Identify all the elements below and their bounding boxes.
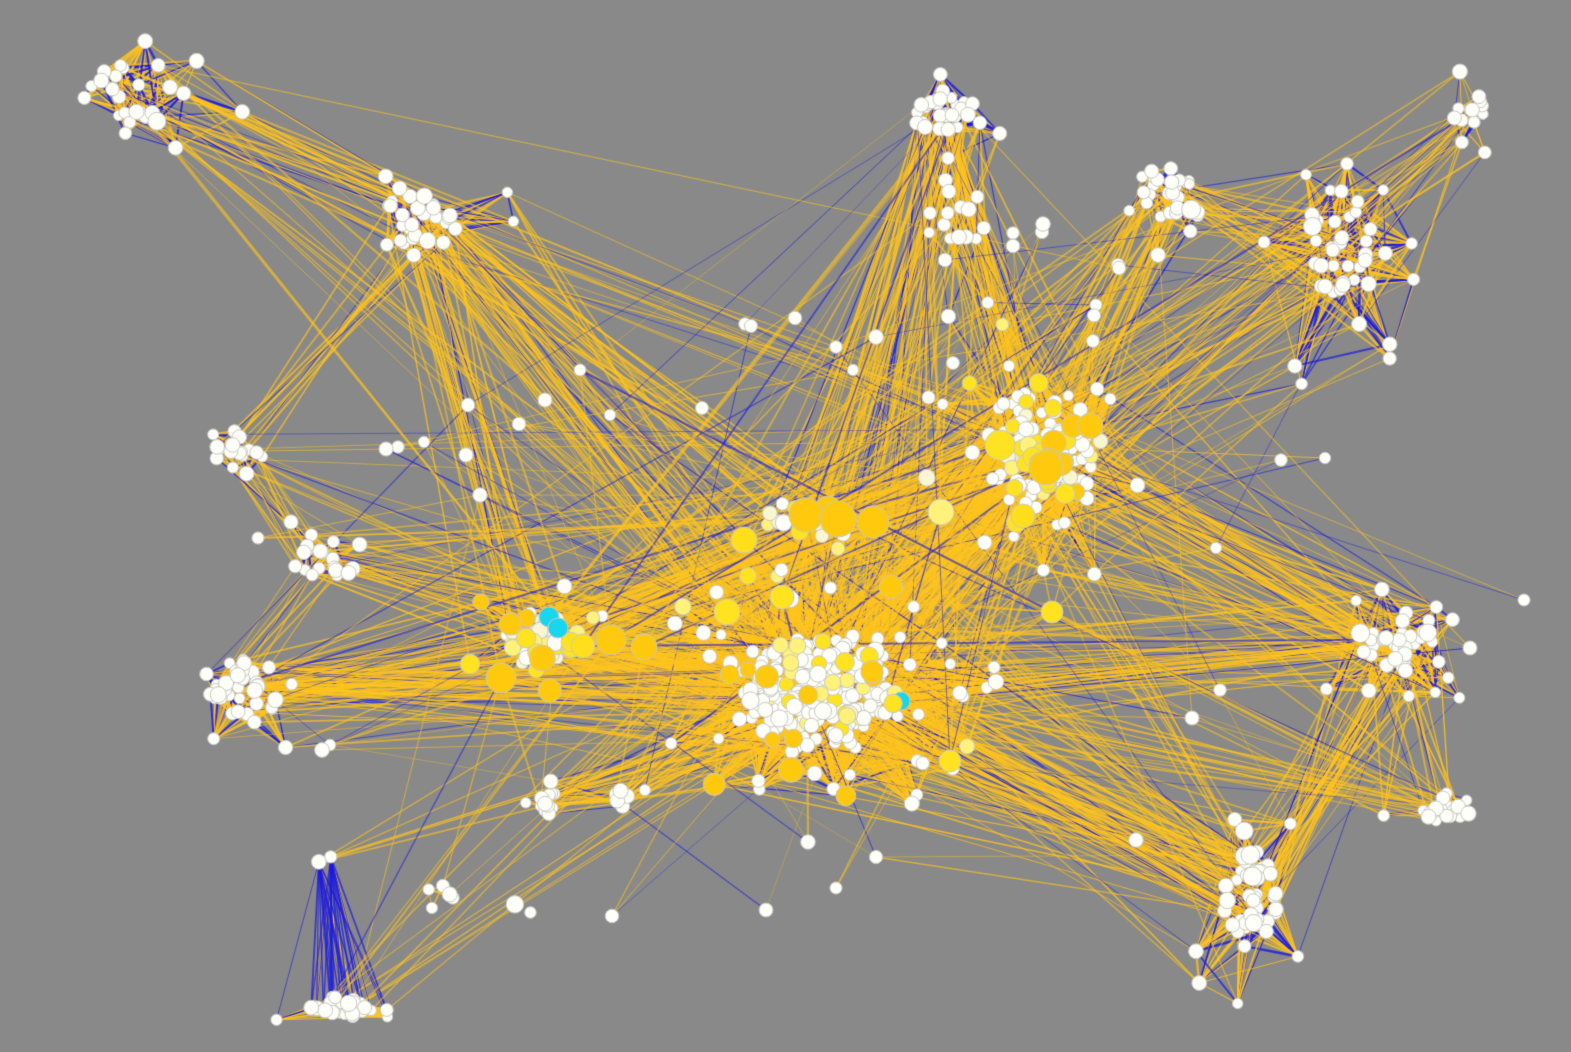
network-graph-visualization[interactable]	[0, 0, 1571, 1052]
graph-canvas[interactable]	[0, 0, 1571, 1052]
